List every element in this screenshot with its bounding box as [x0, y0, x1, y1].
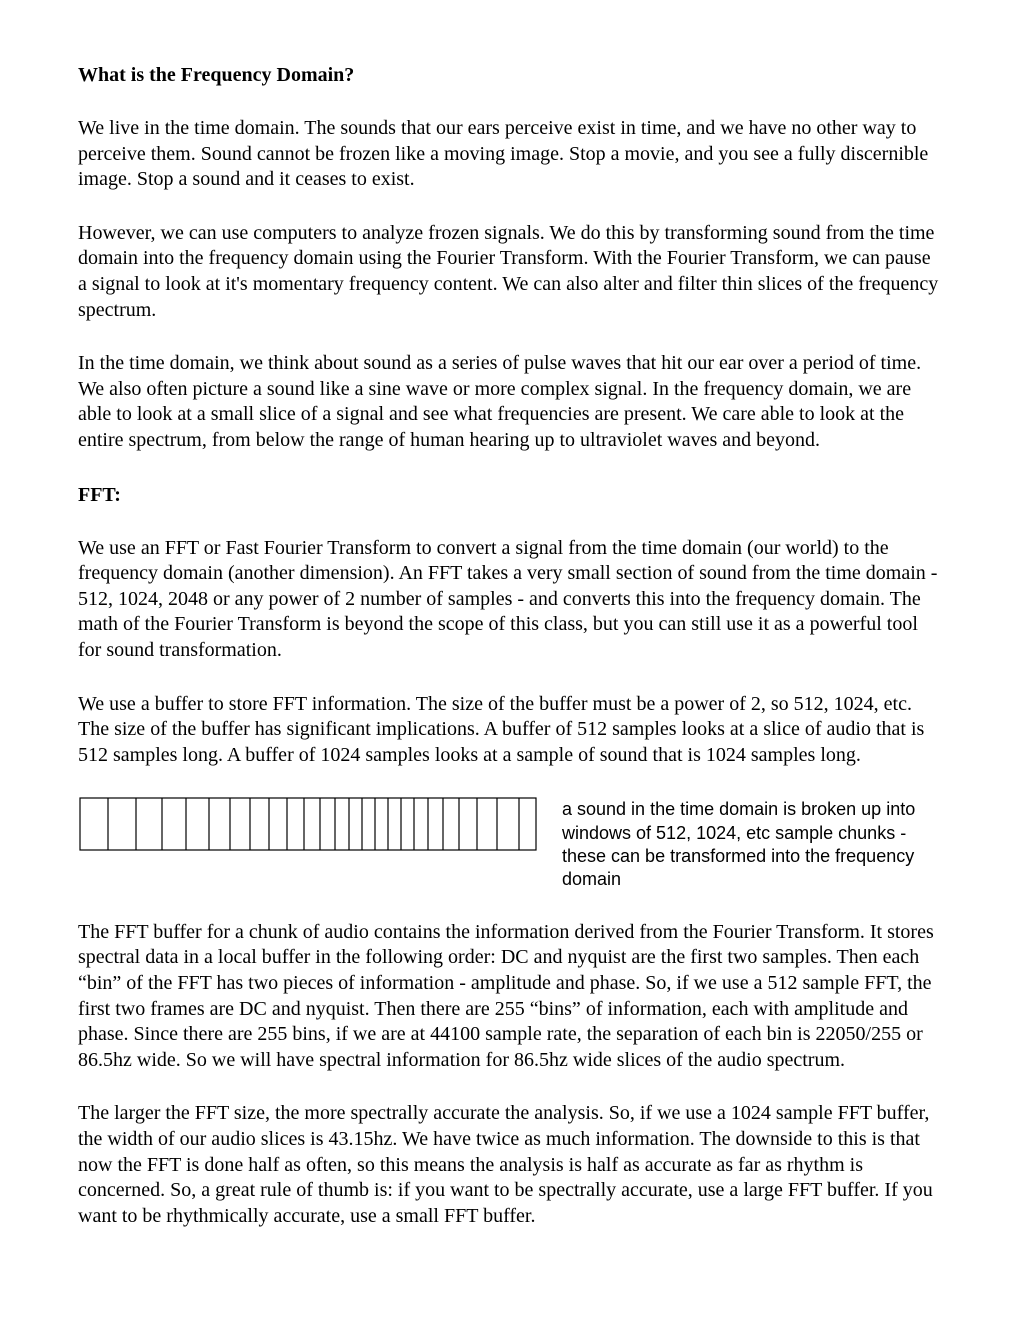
figure-row: a sound in the time domain is broken up …	[78, 796, 942, 892]
paragraph: The FFT buffer for a chunk of audio cont…	[78, 920, 942, 1074]
figure-caption: a sound in the time domain is broken up …	[562, 796, 942, 892]
paragraph: We use a buffer to store FFT information…	[78, 692, 942, 769]
document-page: What is the Frequency Domain? We live in…	[0, 0, 1020, 1297]
paragraph: We live in the time domain. The sounds t…	[78, 116, 942, 193]
fft-windows-diagram	[78, 796, 538, 852]
paragraph: We use an FFT or Fast Fourier Transform …	[78, 536, 942, 664]
heading-frequency-domain: What is the Frequency Domain?	[78, 62, 942, 88]
paragraph: The larger the FFT size, the more spectr…	[78, 1101, 942, 1229]
paragraph: However, we can use computers to analyze…	[78, 221, 942, 323]
heading-fft: FFT:	[78, 482, 942, 508]
paragraph: In the time domain, we think about sound…	[78, 351, 942, 453]
